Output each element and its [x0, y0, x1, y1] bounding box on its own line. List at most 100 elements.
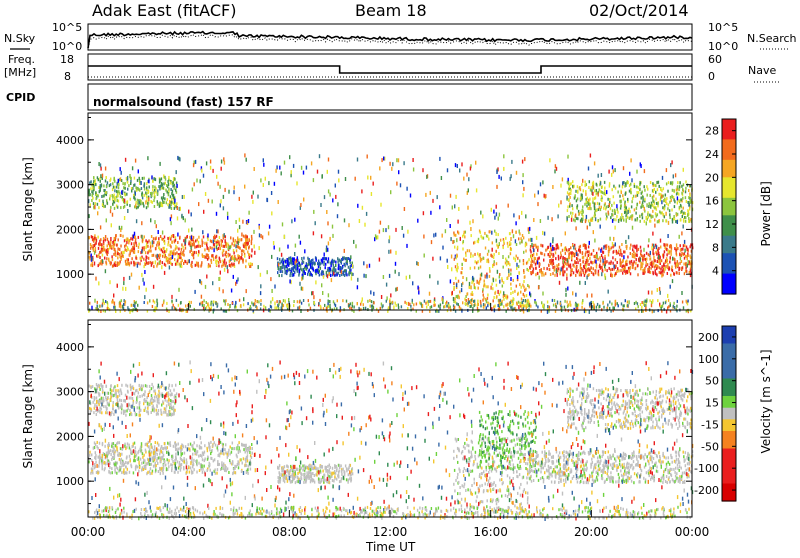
- noise-cell: [517, 275, 518, 279]
- noise-cell: [141, 273, 142, 277]
- noise-cell: [389, 236, 390, 240]
- ground-cell: [607, 304, 608, 307]
- data-cell: [555, 257, 556, 260]
- ground-cell: [552, 299, 553, 302]
- noise-cell: [315, 280, 316, 284]
- data-cell: [216, 260, 217, 263]
- data-cell: [97, 441, 98, 444]
- data-cell: [117, 199, 118, 202]
- noise-cell: [273, 241, 274, 245]
- noise-cell: [361, 189, 362, 193]
- data-cell: [631, 200, 632, 203]
- ground-cell: [555, 305, 556, 308]
- data-cell: [122, 182, 123, 185]
- data-cell: [625, 214, 626, 217]
- noise-cell: [381, 295, 382, 299]
- data-cell: [571, 257, 572, 260]
- noise-cell: [146, 288, 147, 292]
- noise-cell: [586, 215, 587, 219]
- ground-cell: [301, 302, 302, 305]
- data-cell: [287, 263, 288, 266]
- data-cell: [572, 185, 573, 188]
- data-cell: [648, 205, 649, 208]
- ground-cell: [99, 305, 100, 308]
- data-cell: [582, 196, 583, 199]
- ground-cell: [635, 301, 636, 304]
- data-cell: [596, 183, 597, 186]
- data-cell: [462, 263, 463, 266]
- noise-cell: [604, 273, 605, 277]
- data-cell: [647, 268, 648, 271]
- data-cell: [549, 251, 550, 254]
- data-cell: [637, 264, 638, 267]
- data-cell: [681, 210, 682, 213]
- data-cell: [92, 197, 93, 200]
- data-cell: [569, 185, 570, 188]
- noise-cell: [155, 260, 156, 264]
- data-cell: [480, 266, 481, 269]
- data-cell: [481, 258, 482, 261]
- ground-cell: [358, 307, 359, 310]
- data-cell: [579, 259, 580, 262]
- data-cell: [594, 190, 595, 193]
- noise-cell: [542, 180, 543, 184]
- ground-cell: [428, 303, 429, 306]
- data-cell: [601, 199, 602, 202]
- data-cell: [167, 180, 168, 183]
- data-cell: [461, 267, 462, 270]
- data-cell: [683, 212, 684, 215]
- data-cell: [588, 245, 589, 248]
- noise-cell: [439, 157, 440, 161]
- noise-cell: [447, 259, 448, 263]
- data-cell: [141, 462, 142, 465]
- data-cell: [120, 245, 121, 248]
- noise-cell: [315, 221, 316, 225]
- data-cell: [161, 203, 162, 206]
- data-cell: [652, 182, 653, 185]
- data-cell: [98, 247, 99, 250]
- data-cell: [155, 178, 156, 181]
- data-cell: [142, 456, 143, 459]
- noise-cell: [572, 291, 573, 295]
- noise-cell: [171, 250, 172, 254]
- ground-cell: [593, 304, 594, 307]
- noise-cell: [260, 284, 261, 288]
- noise-cell: [609, 203, 610, 207]
- noise-cell: [231, 256, 232, 260]
- noise-cell: [422, 168, 423, 172]
- data-cell: [678, 268, 679, 271]
- data-cell: [185, 445, 186, 448]
- data-cell: [619, 253, 620, 256]
- noise-cell: [657, 288, 658, 292]
- data-cell: [198, 262, 199, 265]
- noise-cell: [402, 226, 403, 230]
- data-cell: [95, 247, 96, 250]
- noise-cell: [537, 202, 538, 206]
- ground-cell: [621, 302, 622, 305]
- data-cell: [233, 263, 234, 266]
- data-cell: [193, 468, 194, 471]
- data-cell: [682, 248, 683, 251]
- ground-cell: [627, 304, 628, 307]
- data-cell: [615, 258, 616, 261]
- data-cell: [99, 256, 100, 259]
- ground-cell: [256, 300, 257, 303]
- ground-cell: [564, 306, 565, 309]
- noise-cell: [590, 154, 591, 158]
- noise-cell: [534, 194, 535, 198]
- ground-cell: [107, 301, 108, 304]
- data-cell: [97, 203, 98, 206]
- ground-cell: [134, 305, 135, 308]
- data-cell: [683, 183, 684, 186]
- data-cell: [535, 263, 536, 266]
- data-cell: [537, 257, 538, 260]
- noise-cell: [410, 194, 411, 198]
- cpid-label: CPID: [6, 91, 35, 104]
- ground-cell: [458, 303, 459, 306]
- noise-cell: [194, 290, 195, 294]
- data-cell: [684, 244, 685, 247]
- data-cell: [548, 264, 549, 267]
- noise-cell: [439, 205, 440, 209]
- data-cell: [654, 206, 655, 209]
- data-cell: [117, 441, 118, 444]
